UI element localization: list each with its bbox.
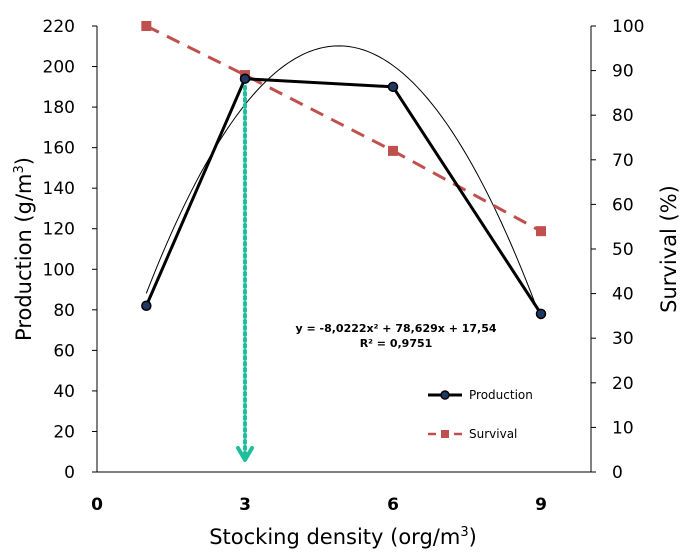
y-left-axis-title-end: ) (12, 157, 36, 165)
y-left-axis-title-sup: 3 (12, 165, 27, 173)
y-left-tick-label: 220 (43, 17, 75, 37)
trendline-r-squared: R² = 0,9751 (360, 337, 433, 350)
annotation-arrow (236, 84, 254, 462)
legend-production-label: Production (469, 388, 533, 402)
trendline (145, 45, 542, 320)
x-tick-label: 6 (387, 495, 399, 515)
y-right-tick-label: 60 (612, 195, 634, 215)
y-left-tick-label: 0 (64, 463, 75, 483)
survival-line (145, 24, 542, 233)
y-left-tick-label: 100 (43, 260, 75, 280)
survival-point (536, 226, 546, 237)
x-tick-label: 0 (91, 495, 103, 515)
y-right-tick-label: 10 (612, 418, 634, 438)
y-right-tick-label: 100 (612, 17, 644, 37)
x-axis-title: Stocking density (org/m3) (209, 525, 477, 549)
y-left-tick-label: 140 (43, 179, 75, 199)
series-production (141, 73, 547, 320)
y-right-tick-label: 80 (612, 106, 634, 126)
production-point (387, 81, 399, 93)
production-point (535, 308, 547, 320)
y-left-tick-labels: 0 20 40 60 80 100 120 140 160 180 200 220 (43, 17, 97, 483)
survival-point (141, 21, 152, 31)
y-right-tick-label: 70 (612, 151, 634, 171)
x-axis-title-end: ) (469, 525, 477, 549)
legend-survival-label: Survival (469, 427, 517, 441)
y-left-tick-label: 20 (53, 422, 75, 442)
series-survival (141, 21, 546, 237)
y-right-tick-label: 20 (612, 374, 634, 394)
y-right-tick-label: 40 (612, 285, 634, 305)
y-right-tick-label: 90 (612, 62, 634, 82)
y-left-tick-label: 60 (53, 341, 75, 361)
y-right-tick-label: 50 (612, 240, 634, 260)
legend-production-marker (440, 390, 450, 400)
production-point (239, 73, 251, 84)
y-right-tick-labels: 0 10 20 30 40 50 60 70 80 90 100 (591, 17, 644, 483)
x-tick-label: 3 (239, 495, 251, 515)
legend-item-production: Production (428, 388, 533, 402)
y-left-tick-label: 80 (53, 301, 75, 321)
y-left-tick-label: 160 (43, 139, 75, 159)
production-point (141, 300, 152, 312)
survival-point (388, 145, 398, 156)
y-left-axis-title: Production (g/m3) (12, 157, 36, 341)
y-right-axis-title: Survival (%) (657, 185, 681, 313)
y-left-tick-label: 200 (43, 58, 75, 78)
trendline-equation: y = -8,0222x² + 78,629x + 17,54 (295, 322, 496, 335)
legend-survival-marker (441, 430, 449, 438)
y-left-tick-label: 40 (53, 382, 75, 402)
legend: Production Survival (428, 388, 533, 441)
legend-item-survival: Survival (428, 427, 517, 441)
y-left-axis-title-main: Production (g/m (12, 174, 36, 341)
x-tick-labels: 0 3 6 9 (91, 495, 547, 515)
x-axis-title-main: Stocking density (org/m (209, 525, 460, 549)
production-line (144, 77, 543, 315)
y-left-tick-label: 120 (43, 220, 75, 240)
x-tick-label: 9 (535, 495, 547, 515)
y-right-tick-label: 0 (612, 463, 623, 483)
annotation-arrow-head (236, 446, 254, 462)
y-left-tick-label: 180 (43, 98, 75, 118)
y-right-tick-label: 30 (612, 329, 634, 349)
x-axis-title-sup: 3 (460, 525, 468, 540)
